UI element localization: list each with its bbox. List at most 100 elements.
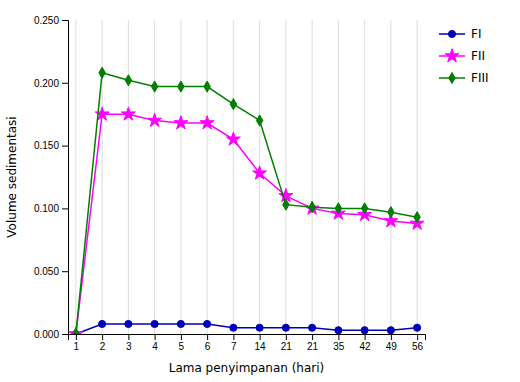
series-point [151,81,157,92]
y-axis-title: Volume sedimentasi [5,116,19,237]
plot: 1234567142121354249560.0000.0500.1000.15… [5,15,426,375]
legend-label: FII [471,49,485,63]
y-tick-mark [62,146,68,147]
y-tick-label: 0.050 [34,266,59,277]
x-axis-line [69,335,426,341]
x-tick-label: 6 [205,341,211,352]
x-tick: 14 [255,334,267,352]
series-point [361,327,368,334]
x-tick-label: 56 [412,341,424,352]
series-point [174,116,188,129]
y-tick-label: 0.200 [34,78,59,89]
series-point [309,324,316,331]
series-point [283,199,289,210]
series-point [230,324,237,331]
grid-line [390,20,391,334]
series-point [69,327,83,334]
series-point [256,115,262,126]
series-point [256,324,263,331]
x-tick-label: 2 [100,341,106,352]
series-point [177,320,184,327]
x-tick: 5 [179,334,185,352]
x-tick-label: 21 [281,341,293,352]
x-tick-label: 49 [386,341,398,352]
grid-line [364,20,365,334]
x-tick-label: 21 [307,341,319,352]
y-axis: 0.000 0.050 0.100 0.150 0.200 0.250 [34,15,69,340]
grid-line [180,20,181,334]
series-point [73,328,79,334]
series-point [204,81,210,92]
legend-label: FIII [471,71,489,85]
y-tick-label: 0.150 [34,140,59,151]
series-point [414,324,421,331]
x-tick: 49 [386,334,398,352]
x-tick-label: 1 [74,341,80,352]
series-point [151,320,158,327]
x-tick-label: 35 [333,341,345,352]
series-point [335,203,341,214]
x-tick-mark [155,334,156,340]
series-point [226,132,240,145]
x-tick: 3 [126,334,132,352]
x-tick: 21 [307,334,319,352]
series-point [309,202,315,213]
legend-item: FI [439,27,481,41]
series-point [99,320,106,327]
y-tick-label: 0.100 [34,203,59,214]
y-tick-mark [62,208,68,209]
series-point [230,99,236,110]
x-tick-label: 14 [255,341,267,352]
x-tick: 2 [100,334,106,352]
grid-line [417,20,418,334]
series-point [125,75,131,86]
x-tick: 35 [333,334,345,352]
series-line [76,73,417,334]
x-tick-mark [286,334,287,340]
x-tick-label: 7 [231,341,237,352]
x-tick-mark [365,334,366,340]
x-tick-mark [102,334,103,340]
x-tick-mark [260,334,261,340]
series-point [121,107,135,120]
y-tick-mark [62,83,68,84]
legend-item: FII [439,49,485,64]
series-point [253,166,267,179]
x-tick-mark [417,334,418,340]
legend: FI FII FIII [439,27,489,85]
y-tick-label: 0.000 [34,329,59,340]
y-tick: 0.050 [34,266,68,277]
x-tick-label: 4 [152,341,158,352]
series-point [99,67,105,78]
x-tick: 56 [412,334,424,352]
marks [69,67,424,334]
grid-line [75,20,76,334]
y-tick-label: 0.250 [34,15,59,26]
grid-line [128,20,129,334]
y-tick: 0.100 [34,203,68,214]
x-tick-label: 3 [126,341,132,352]
grid-line [259,20,260,334]
y-tick: 0.200 [34,78,68,89]
legend-symbol [449,72,455,83]
x-tick-mark [233,334,234,340]
series-point [204,320,211,327]
legend-symbol [445,49,459,62]
x-tick: 21 [281,334,293,352]
x-tick: 4 [152,334,158,352]
y-tick-mark [62,334,68,335]
grid-line [154,20,155,334]
x-tick-mark [207,334,208,340]
legend-item: FIII [439,71,489,85]
grid-line [285,20,286,334]
series-point [387,327,394,334]
grid-line [207,20,208,334]
y-tick-mark [62,20,68,21]
y-tick: 0.000 [34,329,68,340]
x-axis-title: Lama penyimpanan (hari) [169,361,325,375]
series-point [178,81,184,92]
x-tick: 6 [205,334,211,352]
series-point [125,320,132,327]
y-tick: 0.250 [34,15,68,26]
x-tick-mark [391,334,392,340]
